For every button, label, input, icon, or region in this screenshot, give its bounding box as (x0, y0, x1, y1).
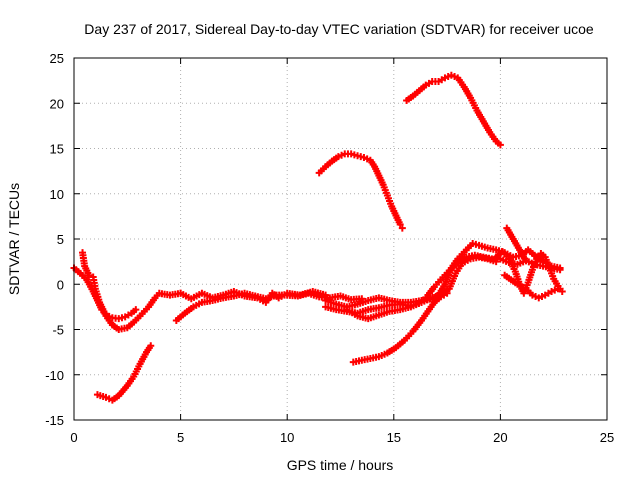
y-tick-label: -5 (52, 323, 64, 338)
x-tick-label: 20 (493, 430, 507, 445)
gridlines (74, 58, 607, 420)
x-tick-label: 25 (600, 430, 614, 445)
x-tick-label: 10 (280, 430, 294, 445)
data-point (556, 264, 564, 272)
series-arc-midday-b (177, 287, 330, 306)
x-tick-label: 5 (177, 430, 184, 445)
series-arc-peak-23 (403, 71, 504, 149)
series-arc-rise-from-low (349, 289, 451, 366)
data-point (396, 221, 404, 229)
y-tick-label: 5 (57, 232, 64, 247)
data-point (358, 295, 366, 303)
axis-ticks (73, 57, 608, 421)
plot-frame (73, 57, 608, 421)
tick-labels: 0 5 10 15 20 25 -15 -10 -5 0 5 10 15 20 25 (45, 51, 614, 445)
y-tick-label: -15 (45, 413, 64, 428)
data-point (147, 342, 155, 350)
y-tick-label: 15 (50, 142, 64, 157)
data-point (554, 285, 562, 293)
y-tick-label: 0 (57, 277, 64, 292)
data-point (558, 287, 566, 295)
series-arc-peak-14 (315, 150, 406, 232)
series-arc-low-start (93, 342, 155, 404)
data-point (398, 224, 406, 232)
x-tick-label: 0 (70, 430, 77, 445)
data-point (132, 306, 140, 314)
data-point (443, 289, 451, 297)
series-arc-late-spike (503, 224, 530, 265)
data-point (85, 271, 93, 279)
data-point (496, 141, 504, 149)
series-arc-late-low (501, 271, 562, 302)
data-point (522, 257, 530, 265)
data-series (70, 71, 566, 404)
y-tick-label: -10 (45, 368, 64, 383)
y-axis-label: SDTVAR / TECUs (6, 183, 22, 295)
y-tick-label: 25 (50, 51, 64, 66)
x-axis-label: GPS time / hours (287, 457, 394, 473)
chart-title: Day 237 of 2017, Sidereal Day-to-day VTE… (84, 21, 594, 37)
y-tick-label: 20 (50, 96, 64, 111)
series-arc-spike (79, 249, 185, 333)
x-tick-label: 15 (387, 430, 401, 445)
y-tick-label: 10 (50, 187, 64, 202)
